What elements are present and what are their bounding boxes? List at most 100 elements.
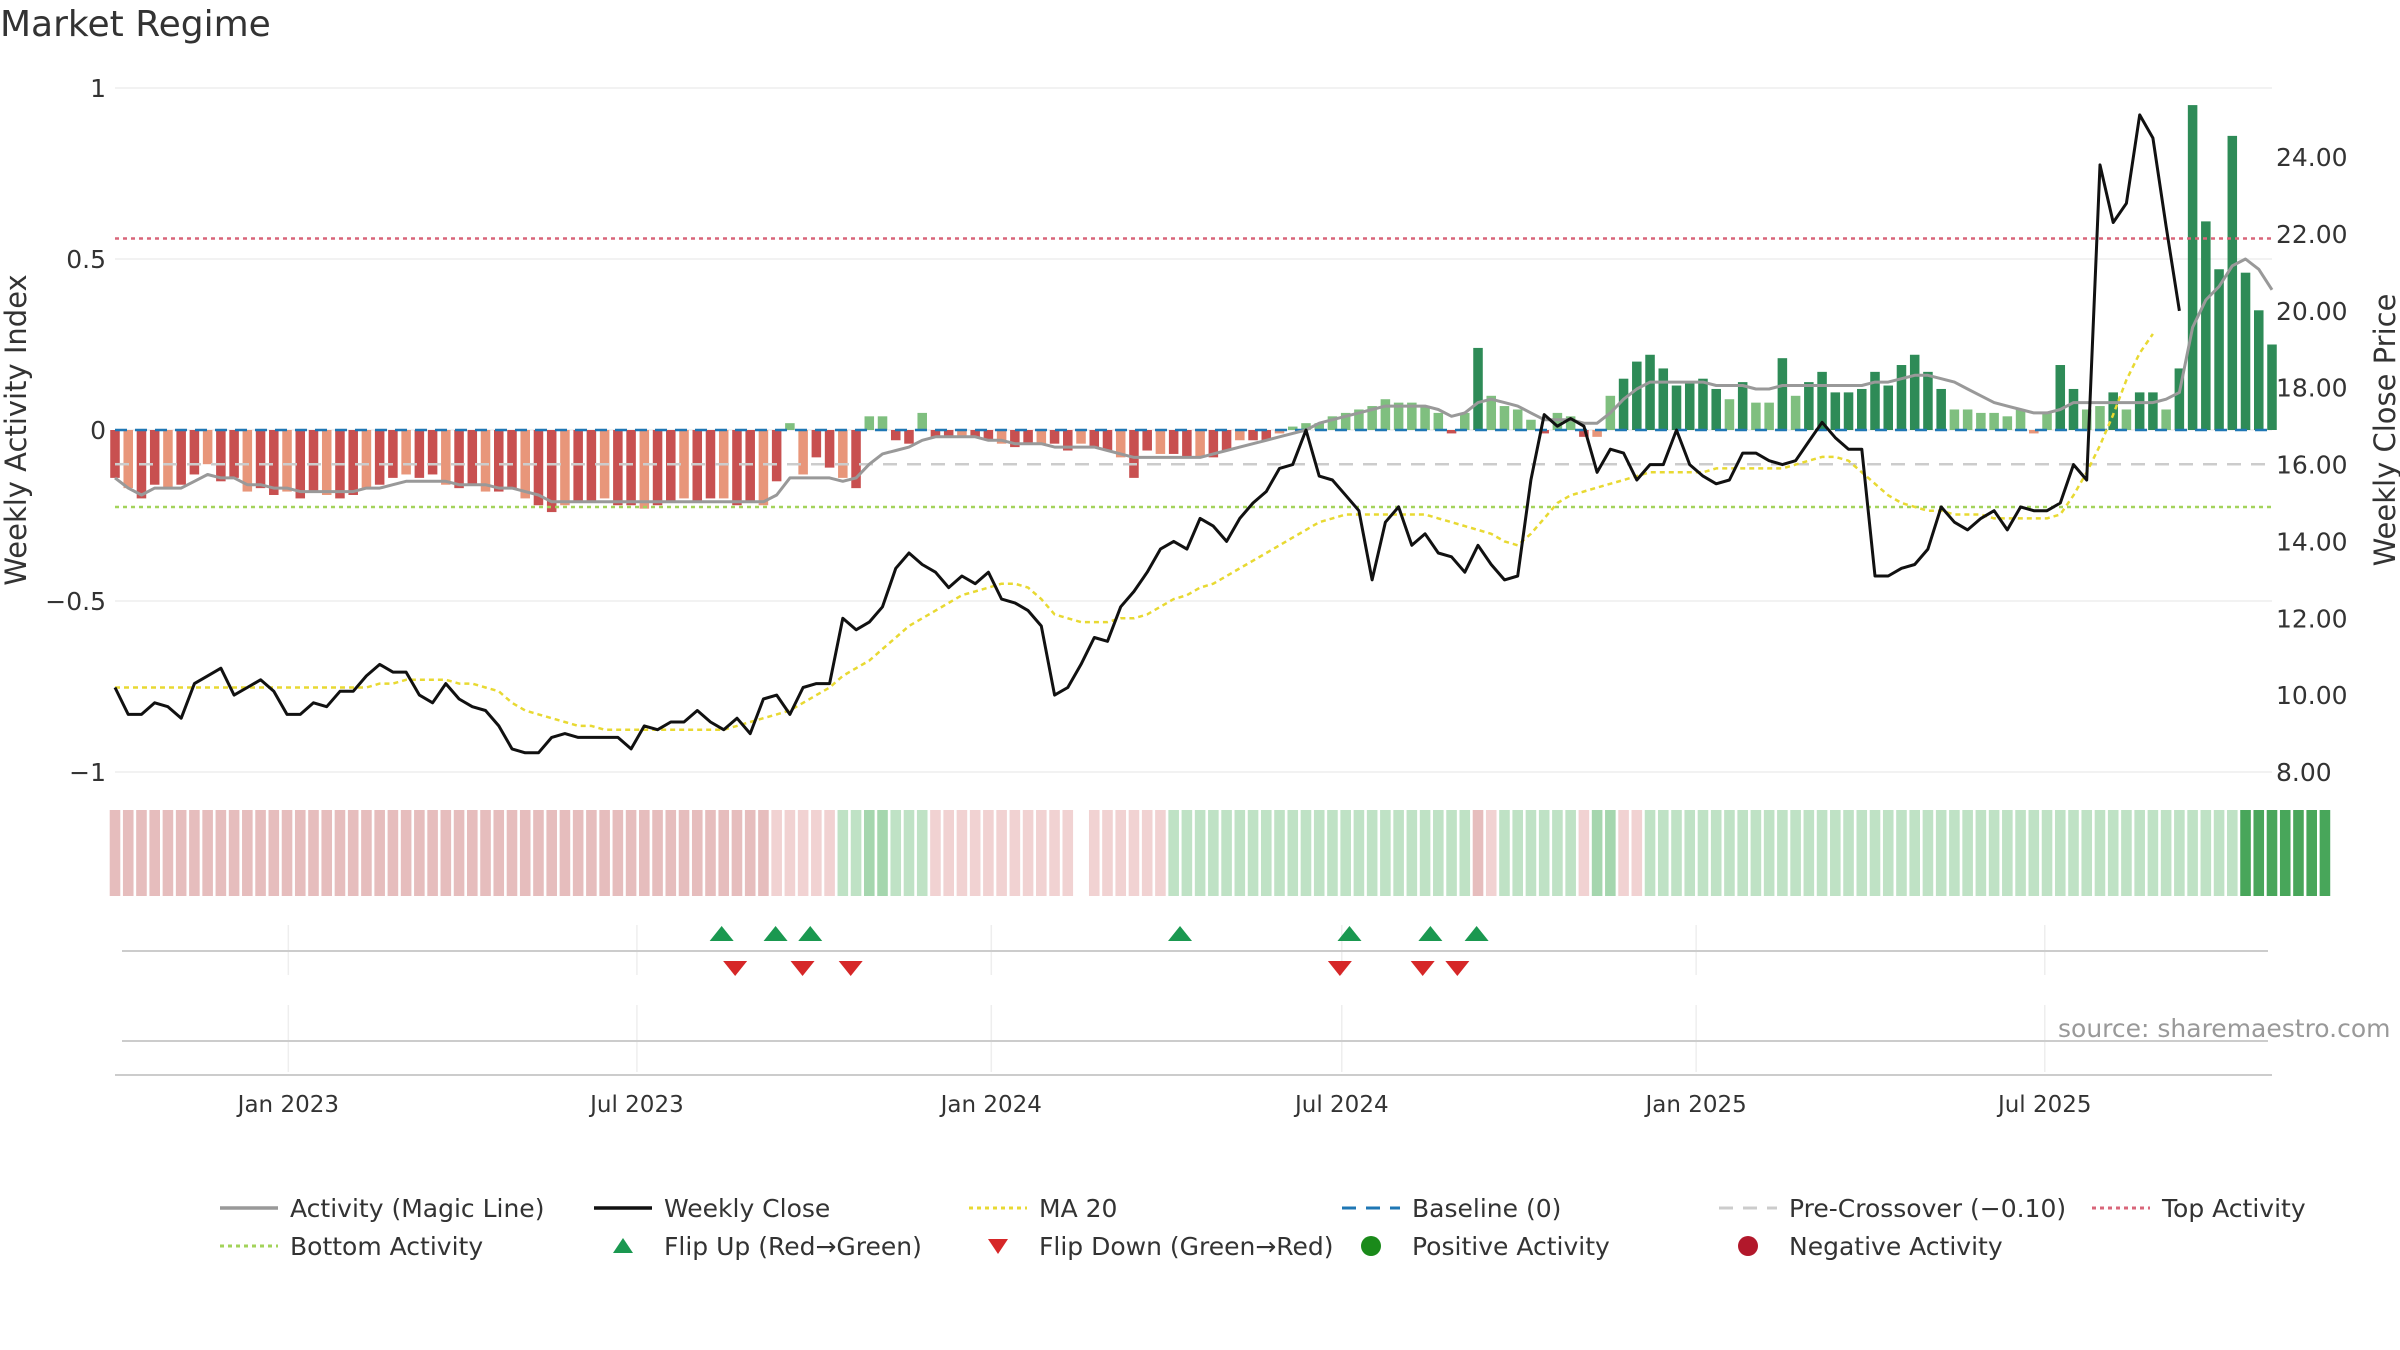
legend-item-baseline: Baseline (0) (1340, 1191, 1561, 1225)
regime-cell (294, 810, 306, 896)
regime-cell (1088, 810, 1100, 896)
regime-cell (996, 810, 1007, 896)
activity-bar (1142, 430, 1152, 451)
legend-label: Weekly Close (664, 1193, 831, 1223)
regime-cell (175, 810, 187, 896)
activity-bar (586, 430, 597, 502)
regime-cell (2200, 810, 2212, 896)
activity-bar (811, 430, 822, 458)
y-left-tick-label: 0 (90, 416, 106, 445)
activity-bar (295, 430, 306, 499)
regime-cell (2174, 810, 2185, 896)
activity-bar (1010, 430, 1020, 448)
regime-cell (533, 810, 544, 896)
regime-cell (1313, 810, 1325, 896)
activity-bar (533, 430, 544, 506)
regime-cell (242, 810, 253, 896)
regime-cell (916, 810, 928, 896)
activity-bar (1248, 430, 1258, 441)
y-right-tick-label: 12.00 (2276, 604, 2348, 633)
regime-cell (2306, 810, 2317, 896)
y-right-tick-label: 14.00 (2276, 527, 2348, 556)
activity-bar (229, 430, 239, 478)
legend-label: Top Activity (2162, 1193, 2306, 1223)
regime-cell (1181, 810, 1193, 896)
regime-cell (374, 810, 385, 896)
activity-bar (1909, 354, 1920, 430)
y-right-tick-label: 20.00 (2276, 297, 2348, 326)
regime-cell (215, 810, 227, 896)
regime-cell (2107, 810, 2119, 896)
regime-cell (1657, 810, 1669, 896)
x-tick-label: Jan 2024 (939, 1092, 1042, 1118)
activity-bar (1089, 430, 1100, 448)
activity-bar (679, 430, 689, 499)
activity-bar (255, 430, 266, 489)
regime-cell (1168, 810, 1179, 896)
activity-bar (454, 430, 464, 489)
activity-bar (1380, 399, 1391, 430)
legend-label: Activity (Magic Line) (290, 1193, 545, 1223)
regime-cell (493, 810, 505, 896)
activity-bar (1526, 419, 1536, 430)
activity-bar (838, 430, 848, 478)
regime-cell (480, 810, 491, 896)
circle-icon (1738, 1236, 1758, 1256)
activity-bar (1724, 399, 1735, 430)
legend-item-bottom: Bottom Activity (218, 1229, 483, 1263)
activity-bar (1102, 430, 1113, 451)
regime-cell (2028, 810, 2040, 896)
activity-bar (1976, 412, 1986, 430)
regime-cell (652, 810, 663, 896)
regime-cell (453, 810, 465, 896)
activity-bar (1433, 412, 1444, 430)
regime-cell (850, 810, 862, 896)
regime-cell (1353, 810, 1365, 896)
grid-layer (115, 87, 2272, 1072)
flip-down-marker (838, 961, 863, 976)
activity-bar (1552, 412, 1563, 430)
regime-cell (877, 810, 888, 896)
legend-label: MA 20 (1039, 1193, 1118, 1223)
regime-cell (2015, 810, 2026, 896)
activity-bar (1923, 371, 1933, 430)
regime-cell (1975, 810, 1987, 896)
activity-bar (1076, 430, 1086, 444)
y-right-tick-label: 10.00 (2276, 681, 2348, 710)
activity-bar (1129, 430, 1139, 478)
activity-bar (904, 430, 914, 444)
regime-cell (2227, 810, 2238, 896)
y-left-tick-label: 0.5 (66, 245, 106, 274)
magic-line (114, 257, 2274, 504)
activity-bar (1632, 361, 1642, 430)
activity-bar (1751, 402, 1761, 430)
regime-cell (890, 810, 902, 896)
activity-bar (507, 430, 517, 489)
flip-up-marker (1418, 926, 1443, 941)
regime-cell (1194, 810, 1206, 896)
activity-bar (851, 430, 861, 489)
y-right-tick-label: 16.00 (2276, 451, 2348, 480)
regime-cell (1062, 810, 1074, 896)
activity-bar (1314, 423, 1324, 430)
regime-cell (1340, 810, 1351, 896)
activity-bar (560, 430, 570, 506)
regime-cell (1816, 810, 1828, 896)
regime-cell (519, 810, 531, 896)
regime-cell (1644, 810, 1656, 896)
activity-bar (1407, 402, 1417, 430)
legend-item-ma20: MA 20 (967, 1191, 1117, 1225)
activity-bar (163, 430, 173, 489)
legend-label: Negative Activity (1789, 1231, 2003, 1261)
regime-cell (1287, 810, 1299, 896)
regime-cell (1009, 810, 1021, 896)
regime-cell (1671, 810, 1682, 896)
regime-cell (903, 810, 915, 896)
legend-item-pre: Pre-Crossover (−0.10) (1717, 1191, 2066, 1225)
regime-cell (1128, 810, 1140, 896)
regime-cell (1869, 810, 1881, 896)
legend-item-flipup: Flip Up (Red→Green) (592, 1229, 922, 1263)
regime-cell (334, 810, 346, 896)
legend-item-flipdown: Flip Down (Green→Red) (967, 1229, 1334, 1263)
regime-cell (361, 810, 372, 896)
